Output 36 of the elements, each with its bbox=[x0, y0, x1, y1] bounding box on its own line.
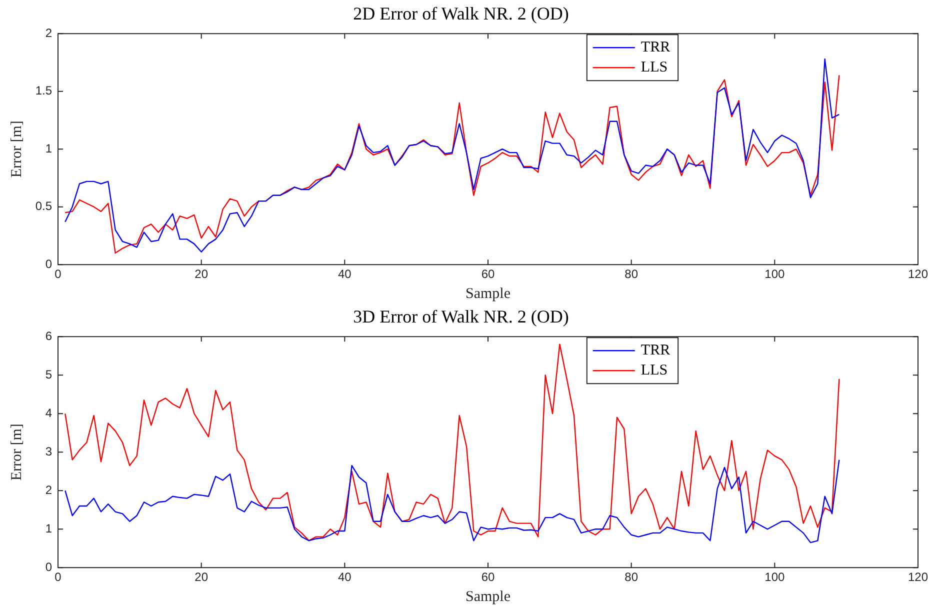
x-axis-title: Sample bbox=[466, 286, 511, 302]
x-tick-label: 0 bbox=[54, 570, 62, 584]
y-axis-title: Error [m] bbox=[8, 120, 25, 178]
y-tick-label: 1 bbox=[45, 141, 52, 156]
y-axis-title: Error [m] bbox=[8, 424, 25, 481]
x-tick-label: 100 bbox=[764, 570, 785, 584]
x-tick-label: 40 bbox=[338, 570, 352, 584]
y-tick-label: 2 bbox=[45, 482, 52, 497]
x-tick-label: 20 bbox=[194, 267, 208, 282]
x-tick-label: 100 bbox=[764, 267, 785, 282]
y-tick-label: 6 bbox=[45, 328, 52, 343]
legend-label: LLS bbox=[640, 362, 668, 379]
legend-label: LLS bbox=[640, 60, 668, 76]
y-tick-label: 2 bbox=[45, 26, 52, 40]
x-tick-label: 80 bbox=[624, 570, 638, 584]
x-tick-label: 60 bbox=[481, 267, 495, 282]
legend-label: TRR bbox=[640, 342, 670, 359]
x-tick-label: 120 bbox=[908, 267, 928, 282]
x-axis-title: Sample bbox=[466, 588, 511, 605]
chart-title: 2D Error of Walk NR. 2 (OD) bbox=[353, 4, 569, 24]
x-tick-label: 80 bbox=[624, 267, 638, 282]
y-tick-label: 0 bbox=[45, 560, 52, 574]
y-tick-label: 4 bbox=[45, 406, 52, 420]
y-tick-label: 1 bbox=[45, 521, 52, 536]
y-tick-label: 3 bbox=[45, 444, 52, 458]
x-tick-label: 120 bbox=[908, 570, 928, 584]
y-tick-label: 1.5 bbox=[35, 84, 52, 98]
x-tick-label: 20 bbox=[194, 570, 208, 584]
chart-title: 3D Error of Walk NR. 2 (OD) bbox=[353, 306, 569, 327]
legend-label: TRR bbox=[640, 40, 670, 56]
y-tick-label: 0.5 bbox=[35, 199, 52, 214]
x-tick-label: 0 bbox=[54, 267, 62, 282]
y-tick-label: 0 bbox=[45, 256, 52, 271]
x-tick-label: 60 bbox=[481, 570, 495, 584]
y-tick-label: 5 bbox=[45, 367, 52, 382]
x-tick-label: 40 bbox=[338, 267, 352, 282]
